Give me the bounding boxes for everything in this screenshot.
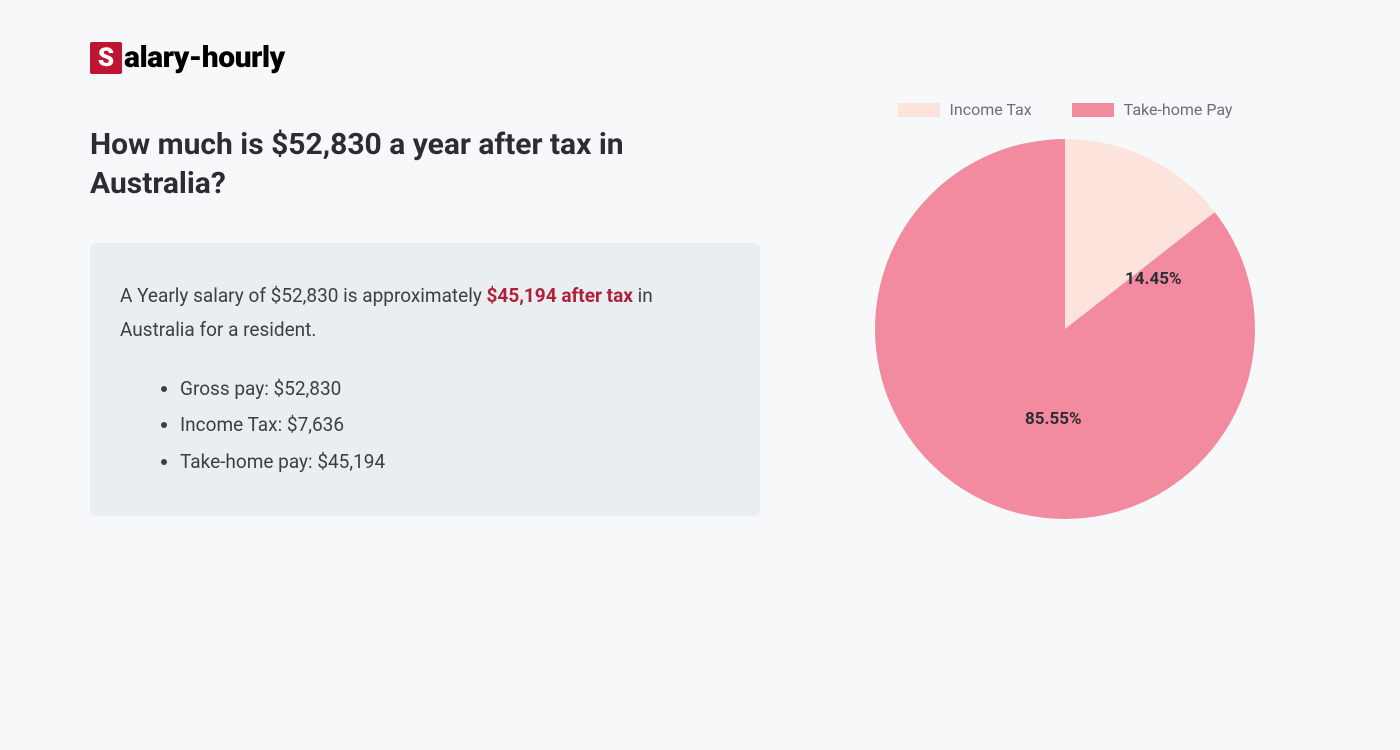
- summary-prefix: A Yearly salary of $52,830 is approximat…: [120, 284, 487, 307]
- site-logo: Salary-hourly: [90, 40, 760, 75]
- chart-legend: Income Tax Take-home Pay: [898, 100, 1233, 119]
- legend-swatch: [898, 103, 940, 117]
- list-item: Income Tax: $7,636: [180, 407, 730, 443]
- legend-item-tax: Income Tax: [898, 100, 1032, 119]
- logo-text: alary-hourly: [124, 40, 285, 75]
- pie-chart: 14.45% 85.55%: [875, 139, 1255, 519]
- summary-highlight: $45,194 after tax: [487, 284, 633, 307]
- page-title: How much is $52,830 a year after tax in …: [90, 125, 760, 203]
- pie-label-takehome: 85.55%: [1025, 409, 1082, 429]
- legend-label: Income Tax: [950, 100, 1032, 119]
- legend-item-takehome: Take-home Pay: [1072, 100, 1233, 119]
- list-item: Gross pay: $52,830: [180, 371, 730, 407]
- pie-label-tax: 14.45%: [1125, 269, 1182, 289]
- legend-swatch: [1072, 103, 1114, 117]
- pie-svg: [875, 139, 1255, 519]
- legend-label: Take-home Pay: [1124, 100, 1233, 119]
- summary-text: A Yearly salary of $52,830 is approximat…: [120, 279, 730, 347]
- summary-box: A Yearly salary of $52,830 is approximat…: [90, 243, 760, 516]
- breakdown-list: Gross pay: $52,830 Income Tax: $7,636 Ta…: [120, 371, 730, 479]
- logo-s-icon: S: [90, 42, 122, 74]
- list-item: Take-home pay: $45,194: [180, 444, 730, 480]
